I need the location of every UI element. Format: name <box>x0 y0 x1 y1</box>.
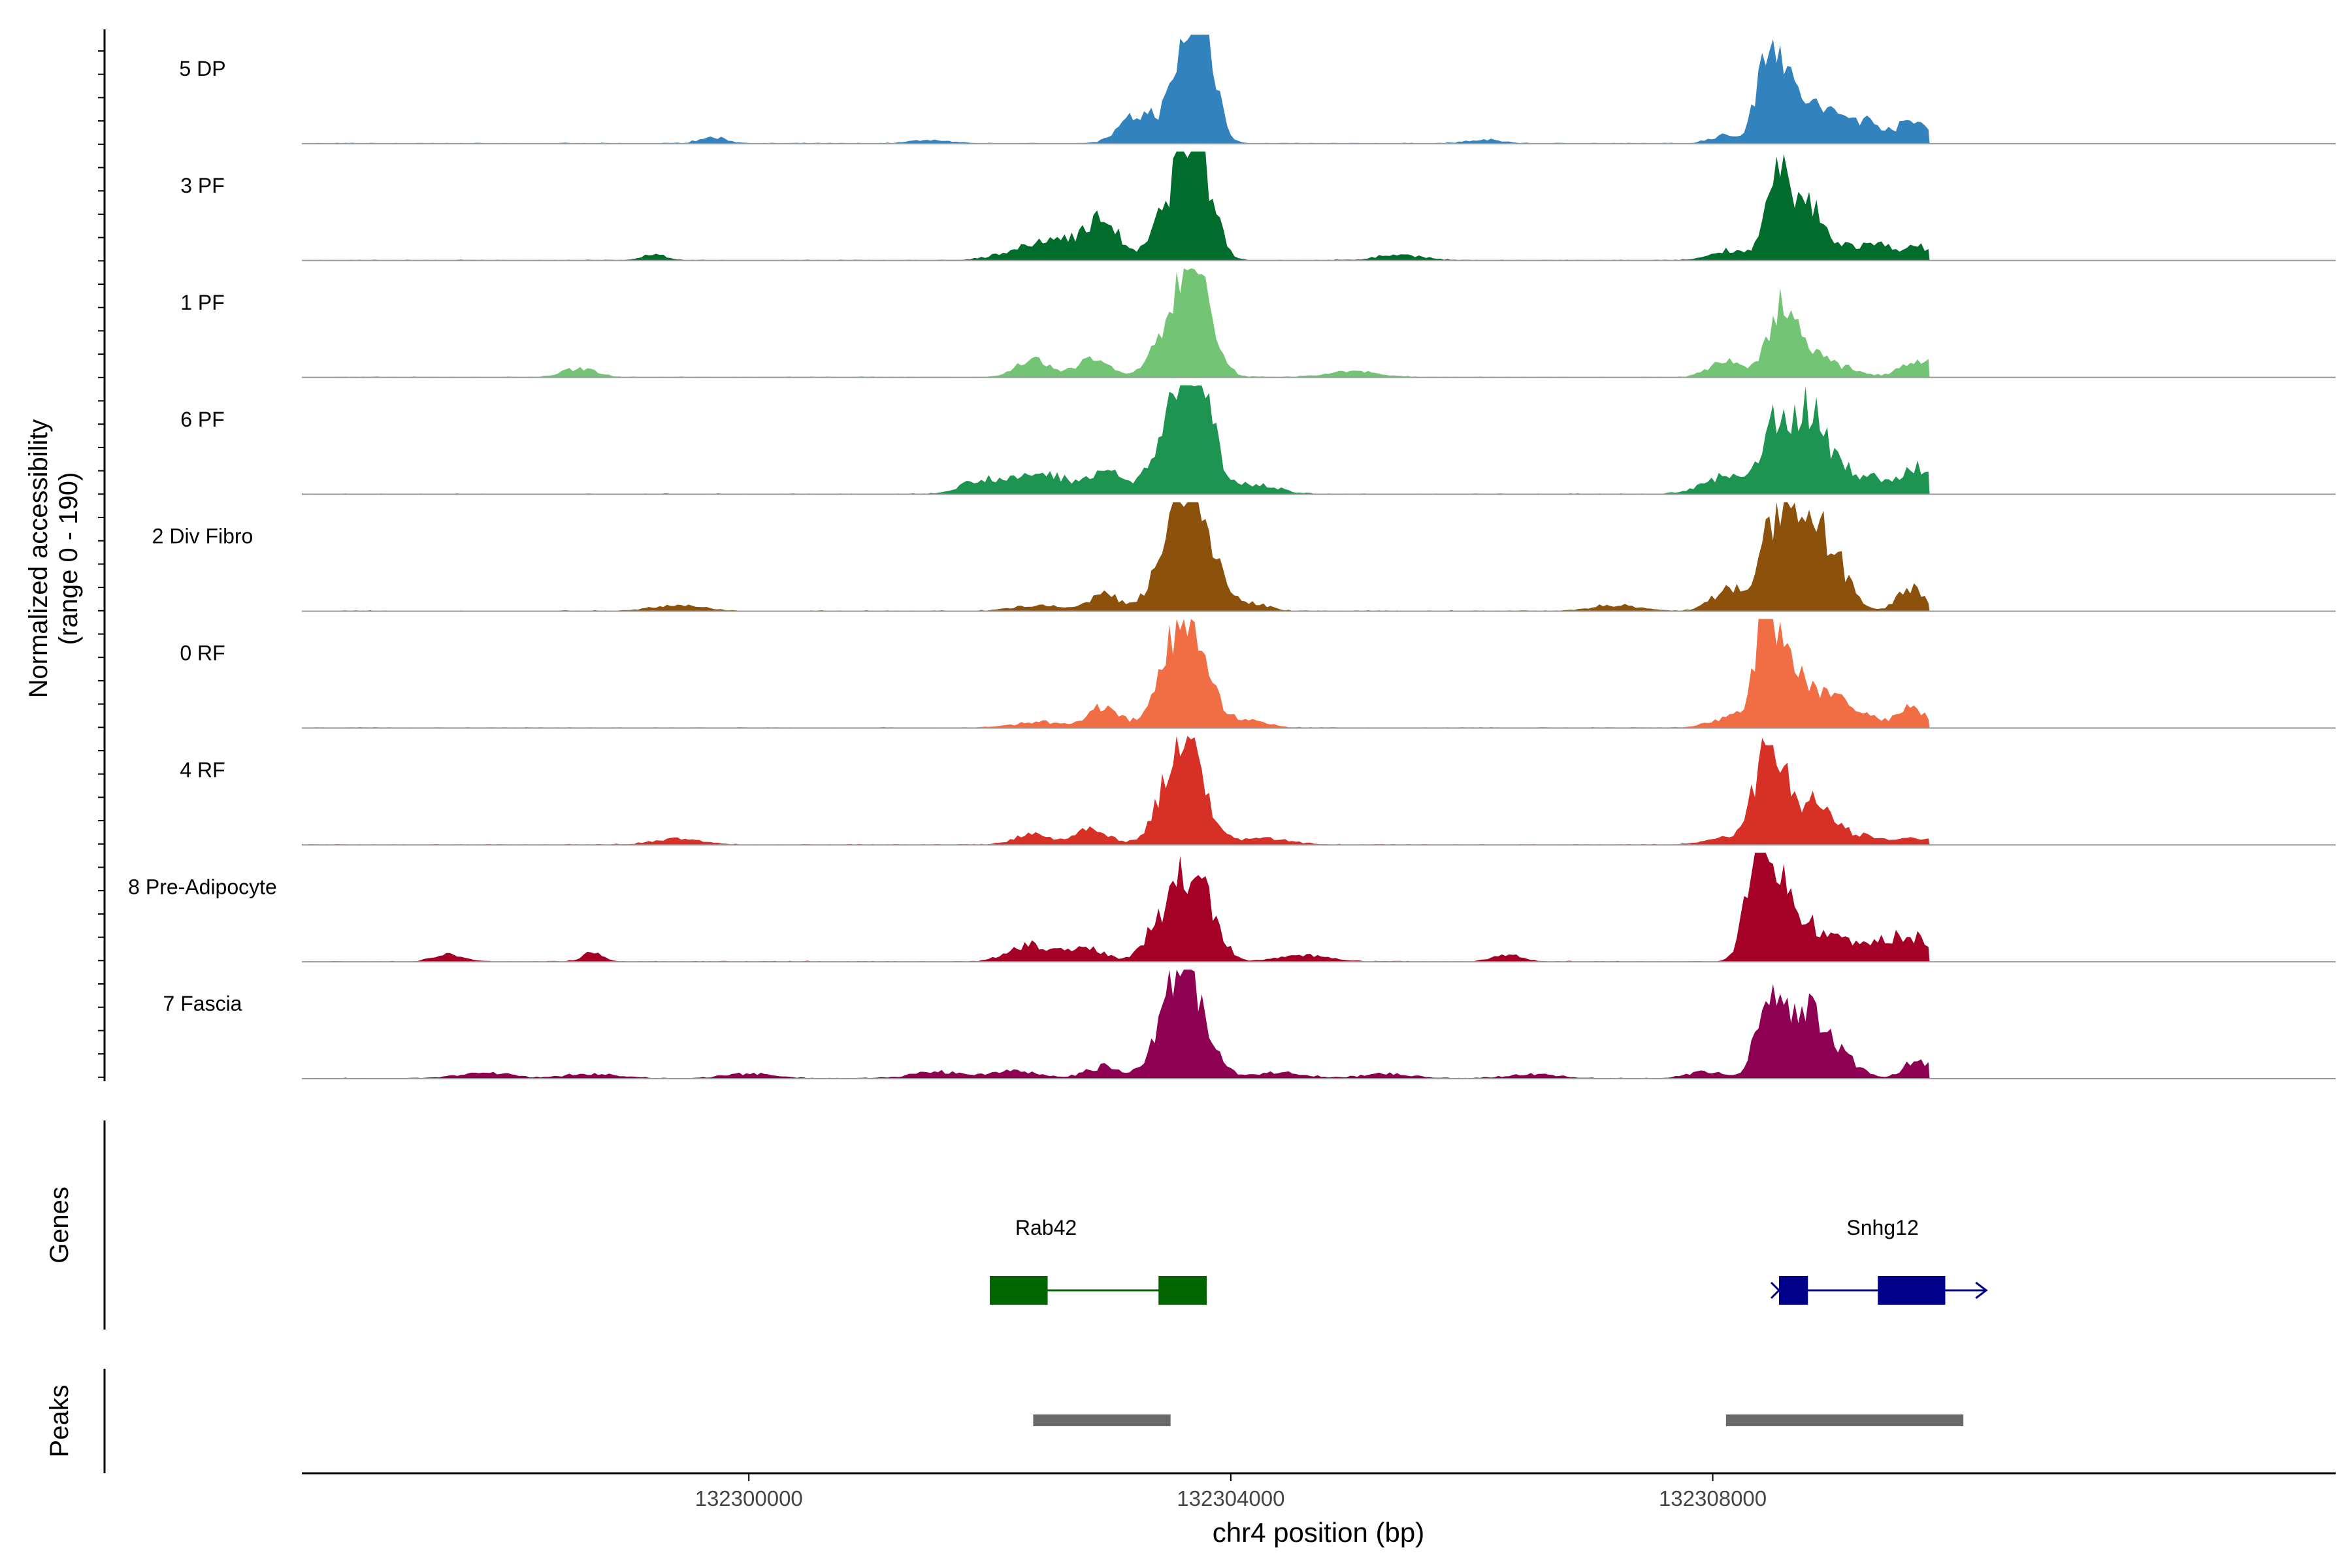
track-5-dp: 5 DP <box>179 35 2336 144</box>
coverage-area-4-rf <box>302 736 1930 845</box>
track-label-2-div-fibro: 2 Div Fibro <box>152 525 253 548</box>
coverage-area-3-pf <box>302 151 1930 261</box>
coverage-area-2-div-fibro <box>302 502 1930 612</box>
track-label-8-pre-adipocyte: 8 Pre-Adipocyte <box>128 875 277 898</box>
coverage-area-8-pre-adipocyte <box>302 853 1930 962</box>
track-6-pf: 6 PF <box>180 385 2336 495</box>
track-3-pf: 3 PF <box>180 151 2336 261</box>
track-label-5-dp: 5 DP <box>179 57 225 80</box>
coverage-area-0-rf <box>302 619 1930 728</box>
track-1-pf: 1 PF <box>180 268 2336 378</box>
x-axis-label: chr4 position (bp) <box>1213 1517 1425 1548</box>
gene-exon <box>1878 1276 1946 1305</box>
track-label-4-rf: 4 RF <box>180 758 225 781</box>
track-label-7-fascia: 7 Fascia <box>163 992 242 1015</box>
x-tick-label: 132308000 <box>1659 1486 1767 1511</box>
peak-region-bar <box>1725 1414 1964 1426</box>
track-4-rf: 4 RF <box>180 736 2336 846</box>
gene-exon <box>1158 1276 1207 1305</box>
coverage-area-6-pf <box>302 385 1930 495</box>
gene-exon <box>990 1276 1048 1305</box>
x-tick-label: 132304000 <box>1177 1486 1284 1511</box>
peaks-panel-label: Peaks <box>45 1384 74 1457</box>
gene-label: Rab42 <box>1015 1216 1077 1239</box>
y-axis-label: Normalized accessibility <box>24 419 53 698</box>
track-0-rf: 0 RF <box>180 619 2336 729</box>
x-axis-ticks: 132300000 132304000 132308000 <box>695 1473 1767 1511</box>
strand-arrow-icon <box>1770 1281 1781 1299</box>
track-label-0-rf: 0 RF <box>180 642 225 665</box>
gene-annotations: Rab42 Snhg12 <box>990 1216 1988 1305</box>
track-7-fascia: 7 Fascia <box>163 970 2336 1079</box>
gene-snhg12: Snhg12 <box>1770 1216 1988 1305</box>
track-label-6-pf: 6 PF <box>180 408 225 431</box>
peak-regions <box>1033 1414 1964 1426</box>
strand-arrow-icon <box>1975 1281 1988 1299</box>
track-8-pre-adipocyte: 8 Pre-Adipocyte <box>128 853 2336 963</box>
gene-rab42: Rab42 <box>990 1216 1207 1305</box>
y-axis-ticks <box>98 50 105 1078</box>
peak-region-bar <box>1033 1414 1171 1426</box>
coverage-area-1-pf <box>302 268 1930 378</box>
track-label-1-pf: 1 PF <box>180 291 225 314</box>
y-axis-sublabel: (range 0 - 190) <box>54 472 83 645</box>
genes-panel-label: Genes <box>45 1186 74 1264</box>
track-label-3-pf: 3 PF <box>180 174 225 197</box>
gene-label: Snhg12 <box>1846 1216 1918 1239</box>
coverage-area-5-dp <box>302 35 1930 144</box>
gene-exon <box>1778 1276 1808 1305</box>
track-2-div-fibro: 2 Div Fibro <box>152 502 2336 612</box>
coverage-tracks: 5 DP 3 PF 1 PF 6 PF 2 Div Fibro 0 RF 4 RF 8 Pre… <box>128 35 2336 1079</box>
x-tick-label: 132300000 <box>695 1486 803 1511</box>
coverage-area-7-fascia <box>302 970 1930 1079</box>
